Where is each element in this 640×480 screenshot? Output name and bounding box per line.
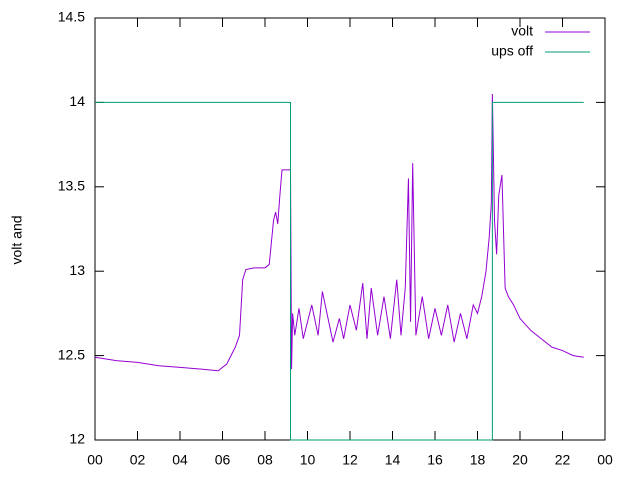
y-tick-label: 12.5	[58, 346, 85, 362]
x-tick-label: 08	[257, 452, 273, 468]
y-tick-label: 13	[69, 262, 85, 278]
series-line	[95, 101, 584, 441]
x-tick-label: 06	[215, 452, 231, 468]
x-tick-label: 12	[342, 452, 358, 468]
x-tick-label: 18	[470, 452, 486, 468]
x-tick-label: 16	[427, 452, 443, 468]
series-line	[94, 93, 584, 372]
y-axis-label: volt and	[9, 215, 25, 264]
legend-label: volt	[511, 23, 533, 39]
y-tick-label: 14	[69, 93, 85, 109]
x-tick-label: 04	[172, 452, 188, 468]
x-tick-label: 10	[300, 452, 316, 468]
y-tick-label: 12	[69, 431, 85, 447]
y-tick-label: 13.5	[58, 178, 85, 194]
x-tick-label: 02	[130, 452, 146, 468]
x-tick-label: 00	[597, 452, 613, 468]
x-tick-label: 00	[87, 452, 103, 468]
x-tick-label: 20	[512, 452, 528, 468]
plot-frame	[94, 17, 606, 441]
y-tick-label: 14.5	[58, 9, 85, 25]
x-tick-label: 22	[555, 452, 571, 468]
legend-label: ups off	[491, 43, 533, 59]
x-tick-label: 14	[385, 452, 401, 468]
